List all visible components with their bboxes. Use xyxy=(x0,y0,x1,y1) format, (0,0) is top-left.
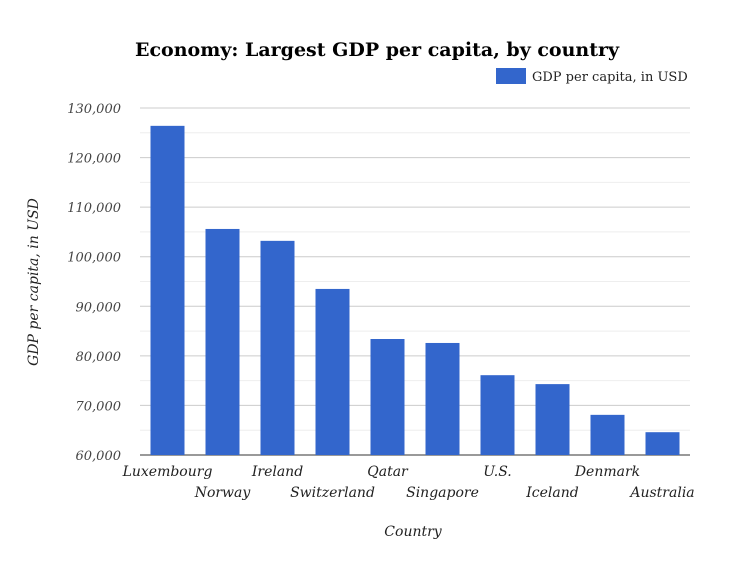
chart-title: Economy: Largest GDP per capita, by coun… xyxy=(135,39,620,61)
bar-switzerland xyxy=(315,288,350,455)
bar-australia xyxy=(645,432,680,455)
y-axis-label: GDP per capita, in USD xyxy=(26,198,42,366)
x-tick-label: Norway xyxy=(194,485,252,501)
x-tick-label: Ireland xyxy=(251,464,303,480)
x-tick-label: Australia xyxy=(628,485,694,501)
x-tick-label: Switzerland xyxy=(290,485,375,501)
bar-norway xyxy=(205,228,240,455)
y-tick-label: 60,000 xyxy=(76,449,122,464)
bar-ireland xyxy=(260,240,295,455)
bar-qatar xyxy=(370,339,405,455)
x-tick-label: Qatar xyxy=(367,464,409,480)
y-tick-label: 130,000 xyxy=(67,102,121,117)
bar-singapore xyxy=(425,342,460,455)
y-tick-label: 80,000 xyxy=(76,350,122,365)
y-tick-label: 90,000 xyxy=(76,300,122,315)
y-tick-label: 100,000 xyxy=(67,251,121,266)
legend-label: GDP per capita, in USD xyxy=(532,70,688,85)
x-axis-label: Country xyxy=(384,524,442,540)
x-tick-label: Singapore xyxy=(406,485,479,501)
legend-swatch xyxy=(496,68,526,84)
x-tick-label: U.S. xyxy=(483,464,512,480)
bar-us xyxy=(480,375,515,455)
x-tick-label: Luxembourg xyxy=(122,464,213,480)
y-tick-label: 70,000 xyxy=(76,399,122,414)
y-tick-label: 110,000 xyxy=(67,201,121,216)
y-tick-label: 120,000 xyxy=(67,152,121,167)
bar-luxembourg xyxy=(150,125,185,456)
bar-iceland xyxy=(535,384,570,455)
x-tick-label: Iceland xyxy=(525,485,578,501)
legend: GDP per capita, in USD xyxy=(496,68,688,85)
x-tick-label: Denmark xyxy=(574,464,640,480)
bar-denmark xyxy=(590,414,625,455)
